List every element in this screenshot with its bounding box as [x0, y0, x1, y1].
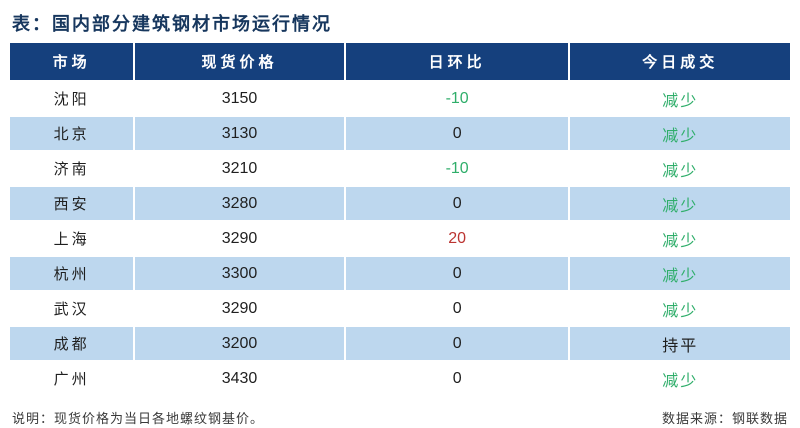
- price-cell: 3300: [133, 255, 344, 290]
- table-row: 济南 3210 -10 减少: [10, 150, 790, 185]
- price-cell: 3290: [133, 220, 344, 255]
- table-row: 上海 3290 20 减少: [10, 220, 790, 255]
- deal-cell: 减少: [568, 255, 790, 290]
- price-cell: 3130: [133, 115, 344, 150]
- price-cell: 3430: [133, 360, 344, 395]
- price-cell: 3210: [133, 150, 344, 185]
- deal-cell: 减少: [568, 185, 790, 220]
- table-body: 沈阳 3150 -10 减少 北京 3130 0 减少 济南 3210 -10 减少 西安 3280 0 减少…: [10, 80, 790, 395]
- dod-cell: 0: [343, 185, 569, 220]
- dod-cell: 0: [343, 325, 569, 360]
- dod-cell: 0: [343, 115, 569, 150]
- deal-cell: 减少: [568, 80, 790, 115]
- market-cell: 济南: [10, 150, 134, 185]
- table-row: 北京 3130 0 减少: [10, 115, 790, 150]
- column-header-price: 现货价格: [133, 43, 344, 80]
- dod-cell: 20: [343, 220, 569, 255]
- deal-cell: 减少: [568, 220, 790, 255]
- page-title: 表：国内部分建筑钢材市场运行情况: [12, 14, 332, 34]
- table-row: 广州 3430 0 减少: [10, 360, 790, 395]
- dod-cell: 0: [343, 290, 569, 325]
- steel-market-table: 市场 现货价格 日环比 今日成交 沈阳 3150 -10 减少 北京 3130 0 减少 济南 3…: [10, 43, 790, 395]
- table-row: 杭州 3300 0 减少: [10, 255, 790, 290]
- dod-cell: -10: [343, 150, 569, 185]
- deal-cell: 减少: [568, 115, 790, 150]
- dod-cell: -10: [343, 80, 569, 115]
- market-cell: 上海: [10, 220, 134, 255]
- market-cell: 武汉: [10, 290, 134, 325]
- table-row: 武汉 3290 0 减少: [10, 290, 790, 325]
- market-cell: 杭州: [10, 255, 134, 290]
- column-header-dod: 日环比: [343, 43, 569, 80]
- table-row: 沈阳 3150 -10 减少: [10, 80, 790, 115]
- dod-cell: 0: [343, 360, 569, 395]
- price-cell: 3200: [133, 325, 344, 360]
- market-cell: 成都: [10, 325, 134, 360]
- market-cell: 广州: [10, 360, 134, 395]
- column-header-market: 市场: [10, 43, 134, 80]
- table-header: 市场 现货价格 日环比 今日成交: [10, 43, 790, 80]
- market-cell: 沈阳: [10, 80, 134, 115]
- deal-cell: 减少: [568, 290, 790, 325]
- deal-cell: 减少: [568, 150, 790, 185]
- deal-cell: 减少: [568, 360, 790, 395]
- footnote: 说明：现货价格为当日各地螺纹钢基价。: [12, 411, 265, 426]
- table-footer: 说明：现货价格为当日各地螺纹钢基价。 数据来源：钢联数据: [10, 408, 790, 427]
- table-row: 成都 3200 0 持平: [10, 325, 790, 360]
- price-cell: 3280: [133, 185, 344, 220]
- header-row: 市场 现货价格 日环比 今日成交: [10, 43, 790, 80]
- market-cell: 北京: [10, 115, 134, 150]
- dod-cell: 0: [343, 255, 569, 290]
- price-cell: 3150: [133, 80, 344, 115]
- deal-cell: 持平: [568, 325, 790, 360]
- price-cell: 3290: [133, 290, 344, 325]
- table-row: 西安 3280 0 减少: [10, 185, 790, 220]
- data-source: 数据来源：钢联数据: [661, 411, 788, 426]
- column-header-deal: 今日成交: [568, 43, 790, 80]
- market-cell: 西安: [10, 185, 134, 220]
